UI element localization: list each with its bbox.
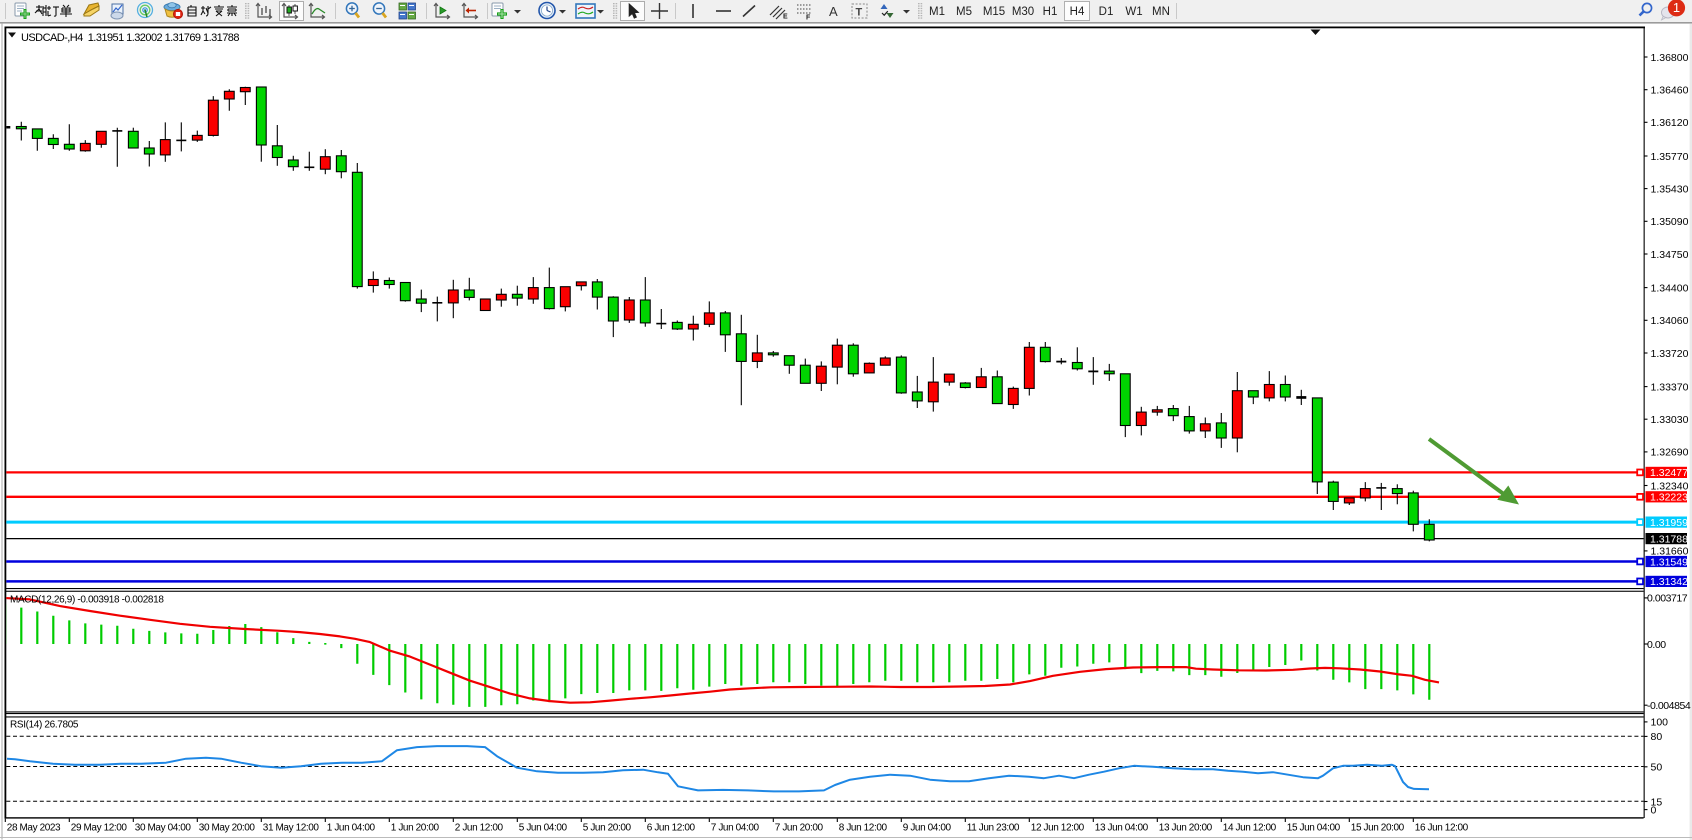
svg-text:15 Jun 04:00: 15 Jun 04:00 bbox=[1287, 823, 1341, 834]
svg-text:W1: W1 bbox=[1125, 6, 1142, 18]
svg-text:1.31959: 1.31959 bbox=[1650, 517, 1688, 529]
svg-text:7 Jun 20:00: 7 Jun 20:00 bbox=[775, 823, 824, 834]
svg-text:50: 50 bbox=[1651, 762, 1663, 774]
svg-text:1.33370: 1.33370 bbox=[1651, 381, 1689, 393]
svg-text:1.33720: 1.33720 bbox=[1651, 348, 1689, 360]
svg-text:16 Jun 12:00: 16 Jun 12:00 bbox=[1415, 823, 1469, 834]
svg-text:2 Jun 12:00: 2 Jun 12:00 bbox=[455, 823, 504, 834]
svg-text:1.31788: 1.31788 bbox=[1650, 533, 1688, 545]
svg-text:MN: MN bbox=[1152, 6, 1170, 18]
svg-text:5 Jun 04:00: 5 Jun 04:00 bbox=[519, 823, 568, 834]
svg-text:1.33030: 1.33030 bbox=[1651, 414, 1689, 426]
svg-text:1.32477: 1.32477 bbox=[1650, 467, 1688, 479]
svg-text:100: 100 bbox=[1651, 717, 1669, 729]
svg-text:1: 1 bbox=[1673, 0, 1680, 15]
svg-text:1.35770: 1.35770 bbox=[1651, 151, 1689, 163]
svg-text:M30: M30 bbox=[1012, 6, 1034, 18]
svg-text:1.32340: 1.32340 bbox=[1651, 480, 1689, 492]
svg-text:12 Jun 12:00: 12 Jun 12:00 bbox=[1031, 823, 1085, 834]
svg-text:1.34750: 1.34750 bbox=[1651, 249, 1689, 261]
svg-text:A: A bbox=[829, 4, 838, 19]
svg-text:1.36120: 1.36120 bbox=[1651, 117, 1689, 129]
svg-text:M15: M15 bbox=[983, 6, 1005, 18]
svg-text:5 Jun 20:00: 5 Jun 20:00 bbox=[583, 823, 632, 834]
svg-text:1.32223: 1.32223 bbox=[1650, 492, 1688, 504]
svg-text:M1: M1 bbox=[929, 6, 945, 18]
svg-text:0: 0 bbox=[1651, 804, 1657, 816]
svg-text:6 Jun 12:00: 6 Jun 12:00 bbox=[647, 823, 696, 834]
svg-text:0.003717: 0.003717 bbox=[1647, 593, 1688, 605]
svg-text:1.31342: 1.31342 bbox=[1650, 576, 1688, 588]
svg-text:1.31549: 1.31549 bbox=[1650, 556, 1688, 568]
svg-text:E: E bbox=[783, 14, 788, 21]
svg-text:H4: H4 bbox=[1070, 6, 1085, 18]
svg-text:MACD(12,26,9) -0.003918 -0.002: MACD(12,26,9) -0.003918 -0.002818 bbox=[10, 595, 164, 606]
svg-text:T: T bbox=[856, 7, 863, 19]
svg-text:1.36800: 1.36800 bbox=[1651, 52, 1689, 64]
svg-text:15: 15 bbox=[1651, 796, 1663, 808]
svg-text:F: F bbox=[806, 15, 811, 22]
svg-text:1.34400: 1.34400 bbox=[1651, 282, 1689, 294]
svg-text:13 Jun 20:00: 13 Jun 20:00 bbox=[1159, 823, 1213, 834]
svg-text:1 Jun 20:00: 1 Jun 20:00 bbox=[391, 823, 440, 834]
svg-text:80: 80 bbox=[1651, 731, 1663, 743]
svg-text:1.31660: 1.31660 bbox=[1651, 546, 1689, 558]
svg-text:1.35430: 1.35430 bbox=[1651, 183, 1689, 195]
svg-text:-0.004854: -0.004854 bbox=[1647, 700, 1691, 712]
svg-text:H1: H1 bbox=[1043, 6, 1058, 18]
svg-text:RSI(14) 26.7805: RSI(14) 26.7805 bbox=[10, 720, 79, 731]
svg-text:9 Jun 04:00: 9 Jun 04:00 bbox=[903, 823, 952, 834]
svg-text:D1: D1 bbox=[1099, 6, 1114, 18]
svg-text:0.00: 0.00 bbox=[1647, 639, 1666, 651]
svg-text:15 Jun 20:00: 15 Jun 20:00 bbox=[1351, 823, 1405, 834]
svg-text:30 May 04:00: 30 May 04:00 bbox=[135, 823, 192, 834]
svg-text:1 Jun 04:00: 1 Jun 04:00 bbox=[327, 823, 376, 834]
svg-text:30 May 20:00: 30 May 20:00 bbox=[199, 823, 256, 834]
svg-text:8 Jun 12:00: 8 Jun 12:00 bbox=[839, 823, 888, 834]
svg-text:7 Jun 04:00: 7 Jun 04:00 bbox=[711, 823, 760, 834]
svg-text:USDCAD-,H4 1.31951 1.32002 1.: USDCAD-,H4 1.31951 1.32002 1.31769 1.317… bbox=[21, 32, 239, 44]
svg-text:1.35090: 1.35090 bbox=[1651, 216, 1689, 228]
svg-text:M5: M5 bbox=[956, 6, 972, 18]
svg-text:1.34060: 1.34060 bbox=[1651, 315, 1689, 327]
svg-text:1.36460: 1.36460 bbox=[1651, 85, 1689, 97]
svg-text:28 May 2023: 28 May 2023 bbox=[7, 823, 61, 834]
svg-text:29 May 12:00: 29 May 12:00 bbox=[71, 823, 128, 834]
svg-text:13 Jun 04:00: 13 Jun 04:00 bbox=[1095, 823, 1149, 834]
svg-text:1.32690: 1.32690 bbox=[1651, 447, 1689, 459]
svg-text:31 May 12:00: 31 May 12:00 bbox=[263, 823, 320, 834]
svg-text:11 Jun 23:00: 11 Jun 23:00 bbox=[967, 823, 1020, 834]
svg-text:14 Jun 12:00: 14 Jun 12:00 bbox=[1223, 823, 1277, 834]
